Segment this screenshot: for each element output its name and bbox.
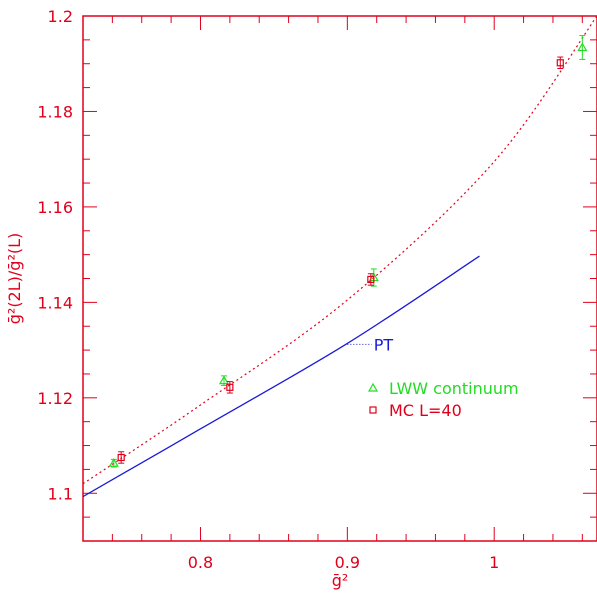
legend-square-icon — [369, 406, 377, 414]
legend-item: LWW continuum — [367, 379, 519, 398]
triangle-marker — [218, 375, 230, 385]
x-tick-label: 0.9 — [335, 553, 360, 572]
y-tick-label: 1.18 — [37, 102, 73, 121]
x-tick-label: 1 — [489, 553, 499, 572]
pt-curve — [83, 255, 480, 498]
x-tick-label: 0.8 — [188, 553, 213, 572]
fit-curve — [83, 16, 597, 485]
y-axis-title: ḡ²(2L)/ḡ²(L) — [5, 233, 24, 325]
legend-item: MC L=40 — [369, 401, 462, 420]
mc-point — [367, 273, 375, 286]
annotations: PT — [347, 335, 393, 354]
points — [108, 35, 588, 468]
y-tick-label: 1.12 — [37, 389, 73, 408]
lww-point — [577, 35, 588, 60]
square-marker — [226, 383, 234, 391]
mc-point — [556, 56, 564, 69]
y-tick-label: 1.14 — [37, 293, 73, 312]
legend-label: MC L=40 — [389, 401, 462, 420]
triangle-marker — [108, 457, 119, 467]
lww-point — [108, 457, 119, 468]
square-marker — [367, 275, 375, 284]
mc-point — [226, 381, 234, 394]
mc-point — [117, 451, 125, 464]
square-marker — [117, 453, 125, 462]
ticks: 0.8 0.9 1 1.1 1.12 1.14 1.16 1.18 1.2 — [37, 7, 597, 572]
pt-label: PT — [374, 335, 394, 354]
square-marker — [556, 59, 564, 67]
triangle-marker — [577, 42, 588, 52]
plot-border — [82, 15, 597, 542]
curves — [83, 16, 597, 498]
lww-point — [218, 375, 230, 386]
plot-frame — [82, 15, 597, 542]
legend-label: LWW continuum — [389, 379, 519, 398]
y-tick-label: 1.1 — [48, 484, 73, 503]
legend-triangle-icon — [367, 382, 379, 392]
y-tick-label: 1.2 — [48, 7, 73, 26]
legend: LWW continuum MC L=40 — [367, 379, 519, 420]
x-axis-title: ḡ² — [332, 571, 349, 590]
y-tick-label: 1.16 — [37, 198, 73, 217]
